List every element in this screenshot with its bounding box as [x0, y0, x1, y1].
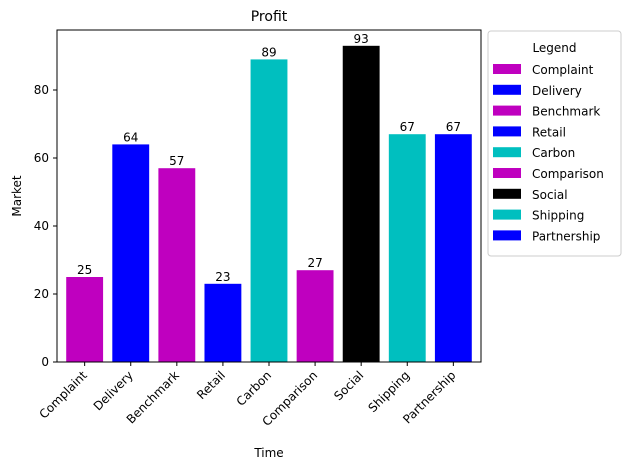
legend-label: Complaint	[532, 63, 594, 77]
legend-swatch	[493, 168, 521, 178]
legend-box	[487, 30, 622, 257]
bar-partnership	[434, 134, 472, 362]
y-tick-label: 60	[34, 151, 49, 165]
y-axis-label: Market	[10, 175, 24, 217]
y-tick-label: 80	[34, 83, 49, 97]
legend-swatch	[493, 105, 521, 116]
x-tick-label: Carbon	[234, 368, 274, 408]
y-tick-label: 0	[41, 355, 49, 369]
bar-complaint	[66, 277, 104, 362]
bar-carbon	[250, 59, 288, 362]
legend-label: Partnership	[532, 229, 600, 243]
x-tick-label: Shipping	[365, 368, 412, 415]
legend-label: Delivery	[532, 84, 582, 98]
y-tick-label: 20	[34, 287, 49, 301]
legend-swatch	[493, 147, 521, 158]
x-tick-label: Delivery	[91, 368, 136, 413]
bar-benchmark	[158, 168, 196, 362]
legend-label: Comparison	[532, 167, 604, 181]
legend-title: Legend	[532, 41, 576, 55]
data-label: 89	[261, 45, 276, 59]
chart-title: Profit	[251, 9, 288, 25]
data-label: 67	[446, 120, 461, 134]
legend-label: Social	[532, 188, 568, 202]
x-tick-label: Social	[331, 368, 366, 403]
legend-swatch	[493, 188, 521, 199]
data-label: 23	[215, 270, 230, 284]
x-axis-label: Time	[253, 446, 283, 460]
bar-shipping	[388, 134, 426, 362]
data-label: 57	[169, 154, 184, 168]
legend-swatch	[493, 209, 521, 220]
legend-swatch	[493, 126, 521, 137]
legend-label: Shipping	[532, 209, 584, 223]
data-label: 27	[307, 256, 322, 270]
legend-swatch	[493, 64, 521, 74]
y-tick-label: 40	[34, 219, 49, 233]
legend-label: Benchmark	[532, 105, 600, 119]
data-label: 93	[354, 32, 369, 46]
bar-retail	[204, 283, 242, 362]
x-tick-label: Complaint	[36, 368, 89, 421]
legend-swatch	[493, 84, 521, 95]
bar-social	[342, 45, 380, 363]
bar-comparison	[296, 270, 334, 362]
legend-label: Carbon	[532, 146, 575, 160]
x-tick-label: Retail	[194, 368, 228, 402]
data-label: 25	[77, 263, 92, 277]
bar-delivery	[112, 144, 150, 362]
data-label: 67	[400, 120, 415, 134]
data-label: 64	[123, 130, 138, 144]
legend-swatch	[493, 230, 521, 241]
legend-label: Retail	[532, 125, 566, 139]
